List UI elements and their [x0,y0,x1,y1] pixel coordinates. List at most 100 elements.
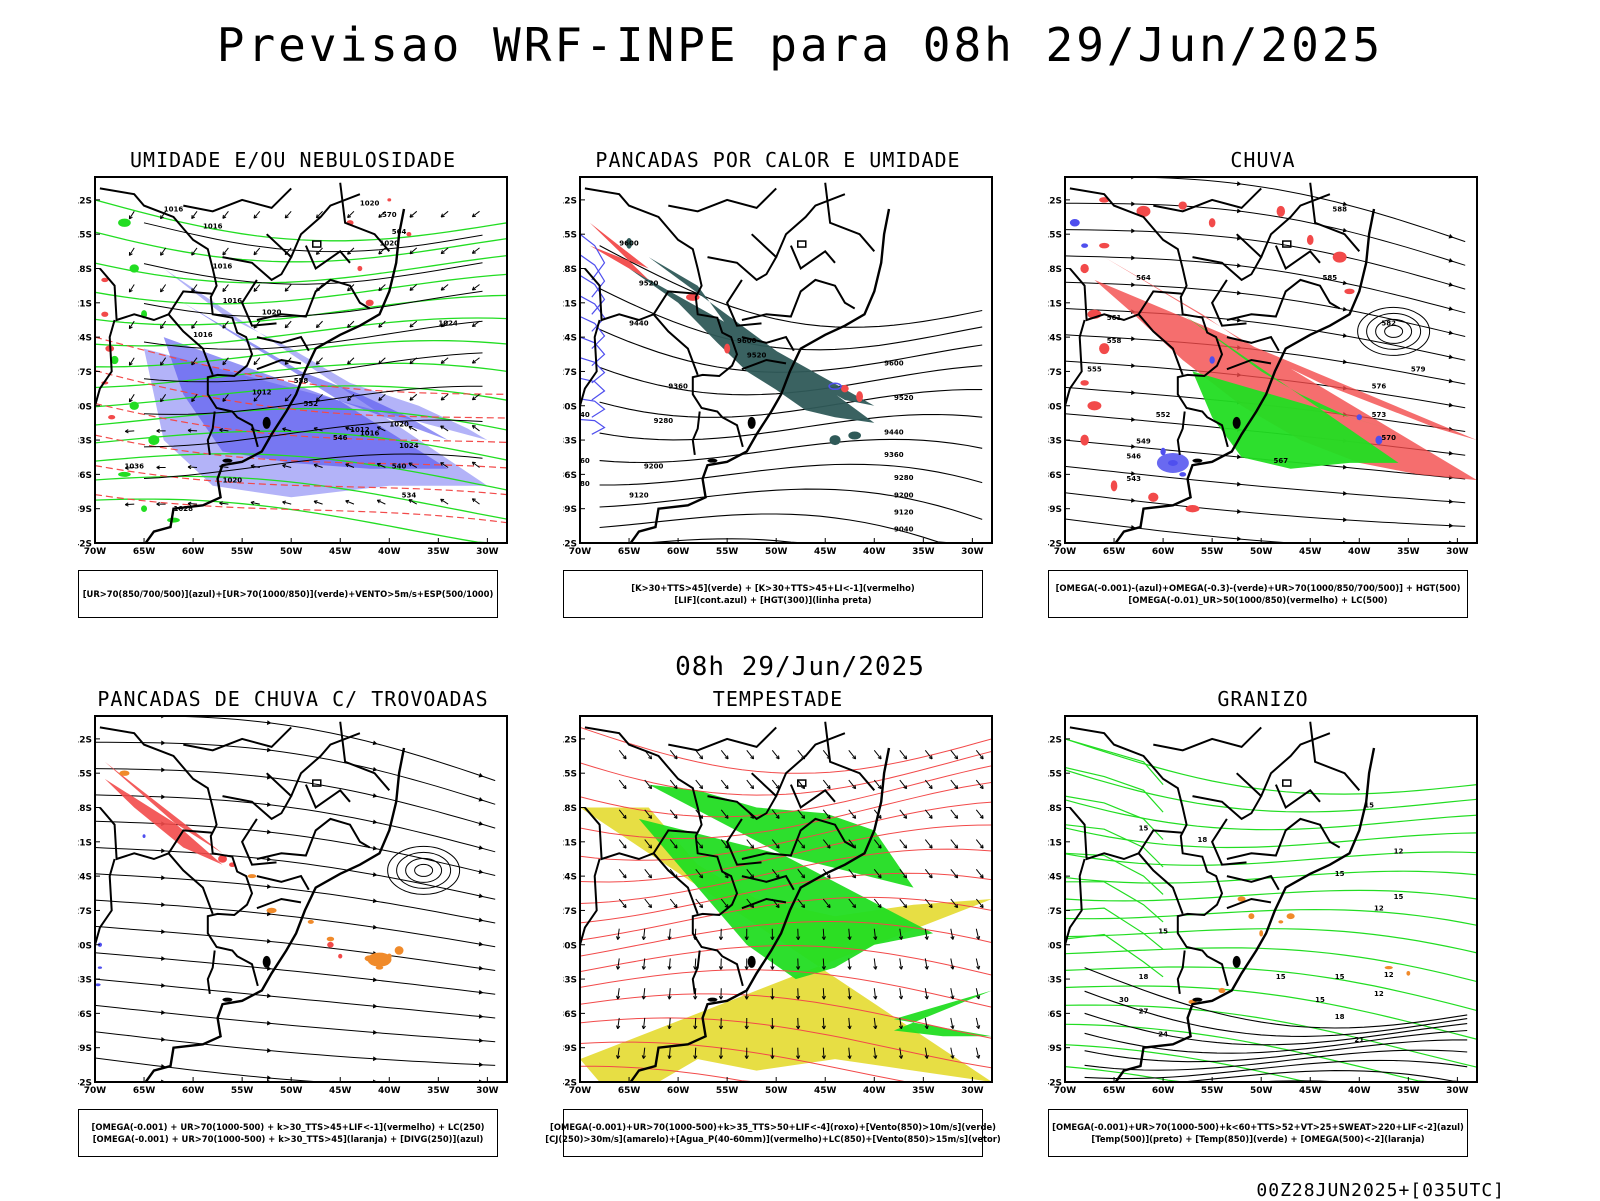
contour-label: 570 [382,211,397,219]
panel-legend: [K>30+TTS>45](verde) + [K>30+TTS>45+LI<-… [563,570,983,618]
lon-tick-label: 45W [1299,1086,1322,1096]
lat-tick-label: 21S [1048,299,1062,309]
panel-tempestade: TEMPESTADE12S15S18S21S24S27S30S33S36S39S… [563,687,993,1149]
contour-label: 1016 [164,205,184,213]
contour-label: 582 [1381,320,1396,328]
contour-label: 12 [1394,847,1404,855]
lon-tick-label: 65W [618,1086,641,1096]
legend-line: [CJ(250)>30m/s](amarelo)+[Agua_P(40-60mm… [545,1133,1001,1145]
lat-tick-label: 39S [1048,1044,1062,1054]
contour-label: 540 [392,463,407,471]
contour-label: 1016 [213,263,233,271]
legend-line: [Temp(500)](preto) + [Temp(850)](verde) … [1091,1133,1424,1145]
contour-label: 9600 [884,360,904,368]
lon-tick-label: 30W [961,547,984,557]
lat-tick-label: 15S [563,231,577,241]
lat-tick-label: 21S [563,299,577,309]
lon-tick-label: 55W [716,1086,739,1096]
contour-label: 9360 [668,383,688,391]
contour-label: 18 [1139,973,1149,981]
lat-tick-label: 39S [1048,505,1062,515]
panel-legend: [UR>70(850/700/500)](azul)+[UR>70(1000/8… [78,570,498,618]
lon-tick-label: 50W [280,1086,303,1096]
lat-tick-label: 36S [563,1010,577,1020]
contour-label: 1020 [389,420,409,428]
map-chuva: 5885855825795765735705675645615585555525… [1048,175,1478,570]
lon-tick-label: 70W [84,1086,107,1096]
lat-tick-label: 18S [563,265,577,275]
lat-tick-label: 27S [1048,907,1062,917]
lon-tick-label: 45W [814,547,837,557]
lat-tick-label: 36S [1048,471,1062,481]
panel-title: PANCADAS DE CHUVA C/ TROVOADAS [78,687,508,711]
contour-label: 9600 [619,240,639,248]
contour-label: 9040 [894,526,914,534]
contour-label: 570 [1381,434,1396,442]
contour-label: 9120 [894,508,914,516]
contour-label: 549 [1136,437,1151,445]
lat-tick-label: 12S [1048,735,1062,745]
panel-title: CHUVA [1048,148,1478,172]
contour-label: 9120 [629,491,649,499]
lon-tick-label: 50W [1250,1086,1273,1096]
lon-tick-label: 70W [1054,547,1077,557]
lon-tick-label: 60W [667,1086,690,1096]
contour-label: 1020 [360,200,380,208]
lat-tick-label: 33S [1048,976,1062,986]
lat-tick-label: 30S [1048,941,1062,951]
contour-label: 576 [1372,383,1387,391]
contour-label: 1036 [124,463,144,471]
lat-tick-label: 18S [78,265,92,275]
lat-tick-label: 33S [78,976,92,986]
contour-label: 12 [1384,971,1394,979]
lon-tick-label: 65W [133,547,156,557]
lon-tick-label: 45W [814,1086,837,1096]
contour-label: 1024 [438,320,458,328]
lon-tick-label: 65W [1103,547,1126,557]
contour-label: 15 [1315,996,1325,1004]
lon-tick-label: 35W [427,547,450,557]
panel-legend: [OMEGA(-0.001)+UR>70(1000-500)+k>35_TTS>… [563,1109,983,1157]
lat-tick-label: 39S [78,505,92,515]
lon-tick-label: 55W [716,547,739,557]
lon-tick-label: 30W [961,1086,984,1096]
contour-label: 567 [1273,457,1288,465]
lon-tick-label: 35W [1397,547,1420,557]
contour-label: 1016 [203,222,223,230]
contour-label: 579 [1411,365,1426,373]
lon-tick-label: 35W [427,1086,450,1096]
lat-tick-label: 36S [1048,1010,1062,1020]
contour-label: 546 [1126,452,1141,460]
lat-tick-label: 33S [1048,437,1062,447]
lat-tick-label: 12S [1048,196,1062,206]
lat-tick-label: 18S [1048,265,1062,275]
lat-tick-label: 24S [563,873,577,883]
panel-title: PANCADAS POR CALOR E UMIDADE [563,148,993,172]
contour-label: 1016 [193,331,213,339]
contour-label: 552 [1156,411,1171,419]
contour-label: 558 [1107,337,1122,345]
contour-label: 15 [1394,893,1404,901]
contour-label: 15 [1158,927,1168,935]
contour-label: 18 [1197,836,1207,844]
lat-tick-label: 15S [78,231,92,241]
lon-tick-label: 60W [182,547,205,557]
map-pancadas-trovoadas: 12S15S18S21S24S27S30S33S36S39S42S70W65W6… [78,714,508,1109]
lon-tick-label: 40W [1348,547,1371,557]
lon-tick-label: 50W [765,1086,788,1096]
lat-tick-label: 33S [563,437,577,447]
lat-tick-label: 30S [78,941,92,951]
lon-tick-label: 30W [1446,547,1469,557]
lon-tick-label: 40W [378,547,401,557]
contour-label: 30 [1119,996,1129,1004]
legend-line: [OMEGA(-0.001)+UR>70(1000-500)+k>35_TTS>… [550,1121,996,1133]
lat-tick-label: 30S [563,941,577,951]
lat-tick-label: 24S [1048,873,1062,883]
contour-label: 9520 [639,280,659,288]
map-umidade: 1016101610201020101610161020102410161012… [78,175,508,570]
legend-line: [OMEGA(-0.01)_UR>50(1000/850)(vermelho) … [1128,594,1387,606]
lat-tick-label: 36S [78,1010,92,1020]
lat-tick-label: 21S [78,299,92,309]
